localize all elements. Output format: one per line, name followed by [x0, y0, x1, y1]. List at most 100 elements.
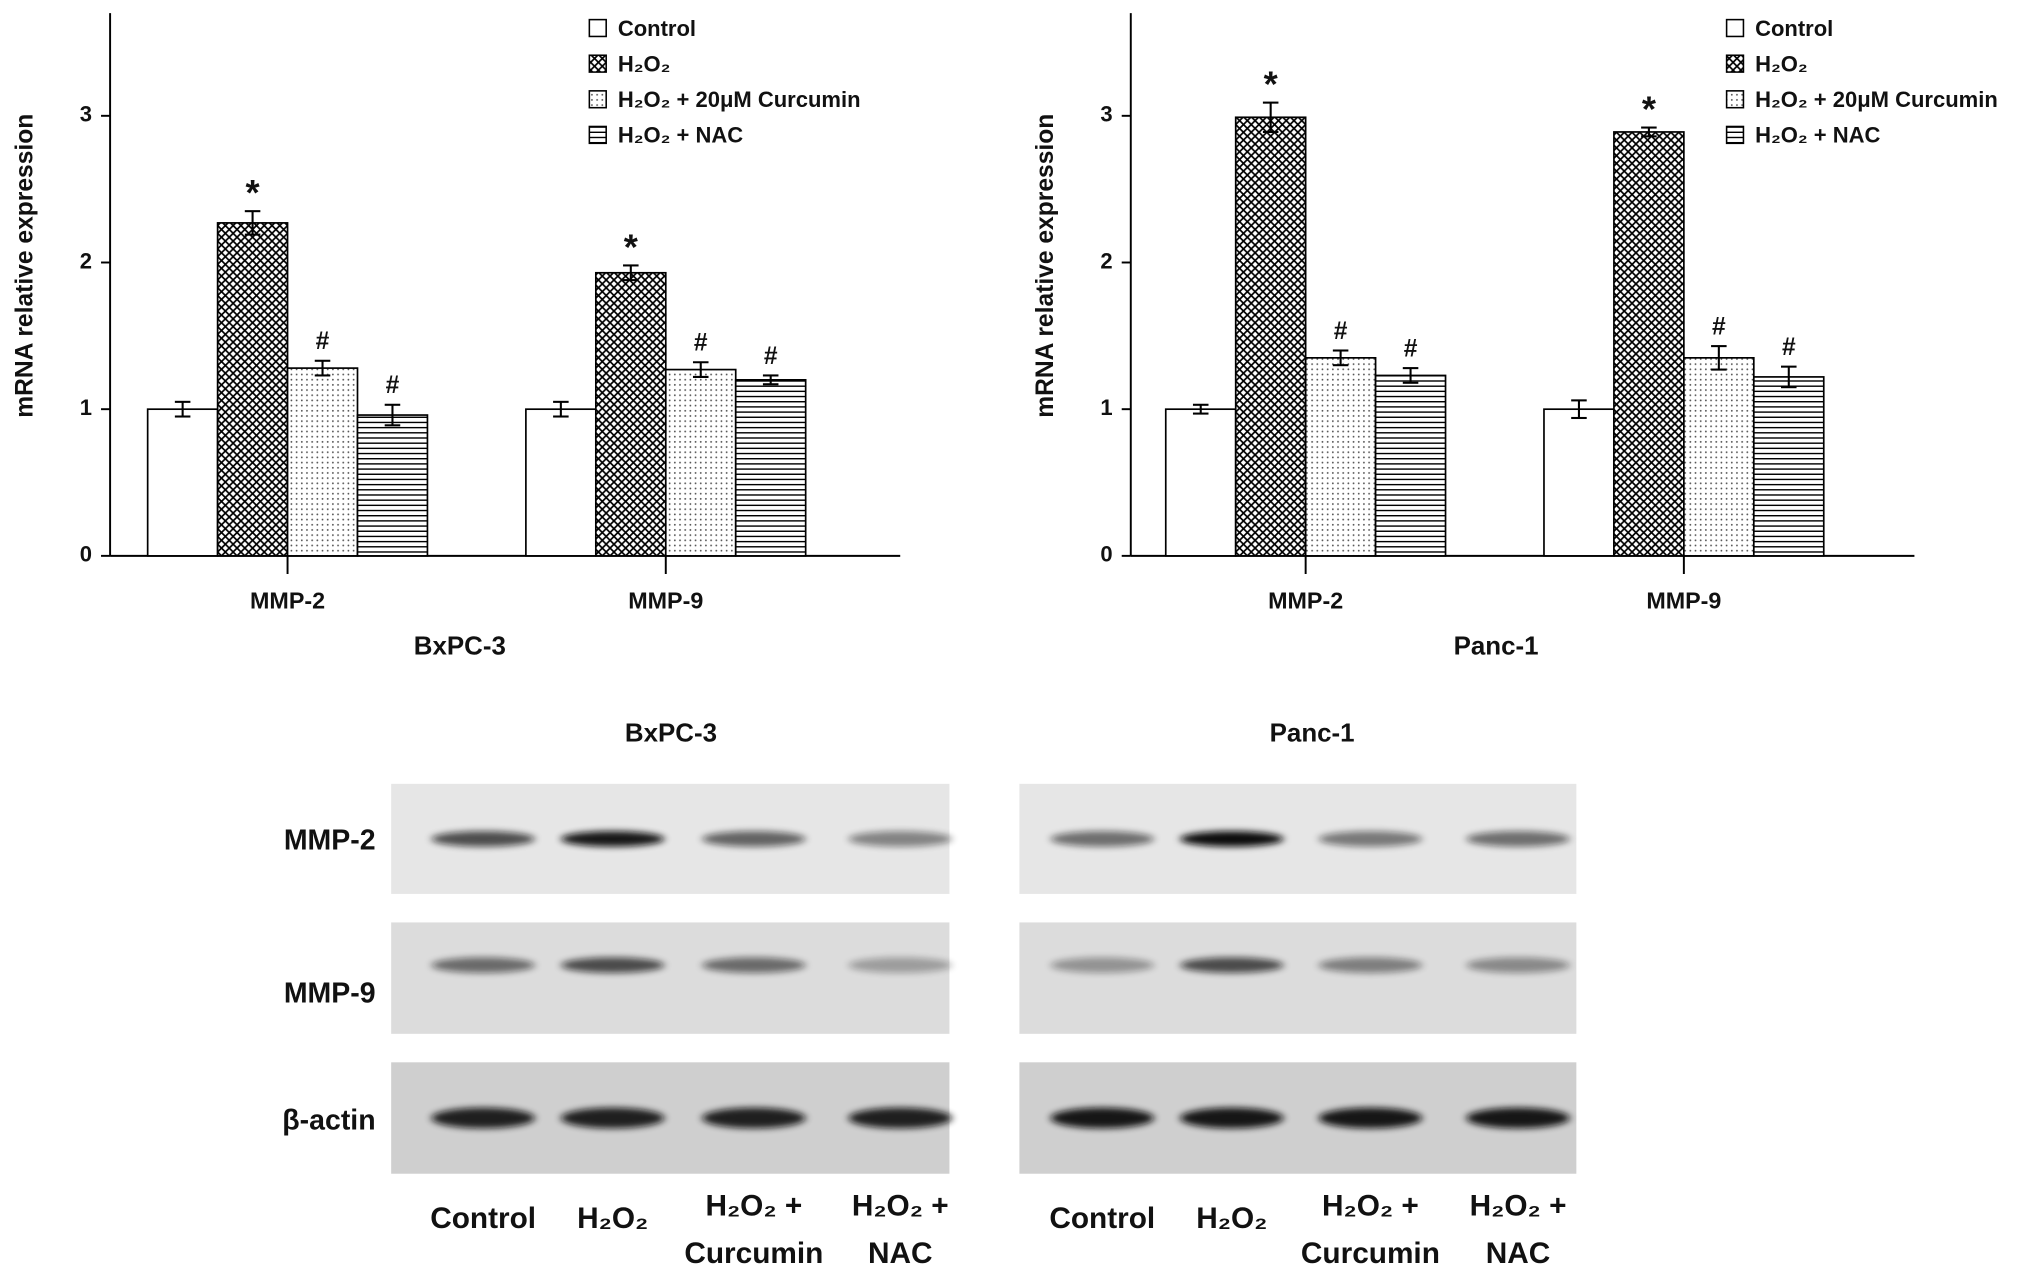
legend-swatch — [1725, 125, 1745, 145]
y-tick-label: 1 — [1100, 395, 1112, 420]
legend-swatch — [1725, 18, 1745, 38]
blot-band — [431, 957, 535, 973]
bar — [1543, 408, 1615, 557]
x-axis-label: BxPC-3 — [414, 633, 506, 661]
x-tick-label: MMP-9 — [628, 588, 703, 614]
y-tick-label: 0 — [1100, 542, 1112, 567]
lane-label: H₂O₂ — [577, 1202, 648, 1235]
blot-band — [848, 1107, 953, 1129]
bar — [664, 368, 737, 557]
bar — [146, 408, 219, 557]
lane-label: H₂O₂ + — [1322, 1189, 1419, 1222]
error-bar — [1571, 399, 1587, 420]
bar — [216, 222, 289, 557]
error-bar — [1641, 126, 1657, 138]
x-axis-label: Panc-1 — [1454, 633, 1539, 661]
error-bar — [762, 374, 779, 386]
blot-band — [848, 831, 953, 847]
blot-row-label: MMP-9 — [284, 977, 376, 1009]
blot-band — [1180, 1107, 1284, 1129]
significance-mark: # — [694, 330, 708, 357]
y-tick-label: 1 — [80, 395, 92, 420]
blot-band — [1318, 957, 1423, 973]
significance-mark: # — [386, 372, 400, 399]
blot-row-label: MMP-2 — [284, 825, 376, 857]
error-bar — [623, 264, 639, 282]
blot-band — [1318, 831, 1423, 847]
significance-mark: * — [624, 226, 639, 267]
error-bar — [384, 403, 401, 427]
significance-mark: * — [1642, 89, 1657, 130]
blot-title: Panc-1 — [1270, 719, 1355, 747]
lane-label: Control — [430, 1202, 536, 1235]
y-tick-label: 0 — [80, 542, 92, 567]
blot-band — [1050, 957, 1155, 973]
blot-row-label: β-actin — [282, 1104, 375, 1136]
legend-label: Control — [1755, 16, 1833, 41]
legend-swatch — [1725, 54, 1745, 73]
y-tick-label: 2 — [1100, 248, 1112, 273]
lane-label: Curcumin — [1301, 1237, 1440, 1270]
bar — [1304, 357, 1377, 557]
bar — [1613, 131, 1685, 557]
lane-label: NAC — [1486, 1237, 1551, 1270]
legend-swatch — [588, 90, 607, 109]
x-tick-label: MMP-2 — [250, 588, 325, 614]
lane-label: H₂O₂ + — [705, 1189, 802, 1222]
lane-label: Control — [1049, 1202, 1155, 1235]
error-bar — [314, 359, 331, 377]
y-tick-label: 3 — [1100, 102, 1112, 127]
blot-band — [560, 957, 665, 973]
significance-mark: # — [1782, 334, 1796, 361]
lane-label: Curcumin — [684, 1237, 823, 1270]
blot-panel — [1019, 922, 1577, 1034]
blot-band — [1180, 957, 1284, 973]
blot-band — [1050, 831, 1155, 847]
y-tick-label: 3 — [80, 102, 92, 127]
bar — [356, 414, 429, 557]
blot-band — [1050, 1107, 1155, 1129]
legend-label: H₂O₂ + 20μM Curcumin — [618, 87, 861, 112]
blot-band — [1466, 957, 1570, 973]
error-bar — [244, 210, 261, 236]
legend-swatch — [1725, 90, 1745, 109]
bar — [1374, 374, 1447, 557]
legend-label: H₂O₂ + NAC — [618, 123, 743, 148]
error-bar — [692, 361, 709, 378]
legend-label: H₂O₂ + 20μM Curcumin — [1755, 87, 1998, 112]
lane-label: H₂O₂ — [1196, 1202, 1267, 1235]
error-bar — [174, 400, 191, 418]
blot-panel — [391, 922, 950, 1034]
bar — [286, 367, 359, 557]
bar — [1752, 376, 1825, 557]
error-bar — [1402, 367, 1419, 384]
significance-mark: # — [764, 343, 778, 370]
significance-mark: # — [316, 328, 330, 355]
legend-label: H₂O₂ + NAC — [1755, 123, 1880, 148]
blot-title: BxPC-3 — [625, 719, 717, 747]
bar — [525, 408, 597, 557]
x-tick-label: MMP-9 — [1646, 588, 1721, 614]
blot-band — [1466, 831, 1570, 847]
bar — [1234, 116, 1307, 557]
blot-band — [1466, 1107, 1570, 1129]
lane-label: NAC — [868, 1237, 933, 1270]
legend-label: H₂O₂ — [618, 51, 671, 76]
y-axis-label: mRNA relative expression — [11, 114, 38, 418]
blot-band — [848, 957, 953, 973]
blot-band — [702, 957, 806, 973]
blot-band — [431, 831, 535, 847]
blot-band — [1180, 831, 1284, 847]
significance-mark: * — [1264, 64, 1279, 105]
x-tick-label: MMP-2 — [1268, 588, 1343, 614]
significance-mark: # — [1712, 313, 1726, 340]
significance-mark: * — [246, 172, 261, 213]
error-bar — [1332, 349, 1349, 367]
legend-label: Control — [618, 16, 696, 41]
y-tick-label: 2 — [80, 248, 92, 273]
significance-mark: # — [1334, 318, 1348, 345]
blot-band — [560, 1107, 665, 1129]
legend-swatch — [588, 54, 607, 73]
bar — [594, 271, 667, 557]
